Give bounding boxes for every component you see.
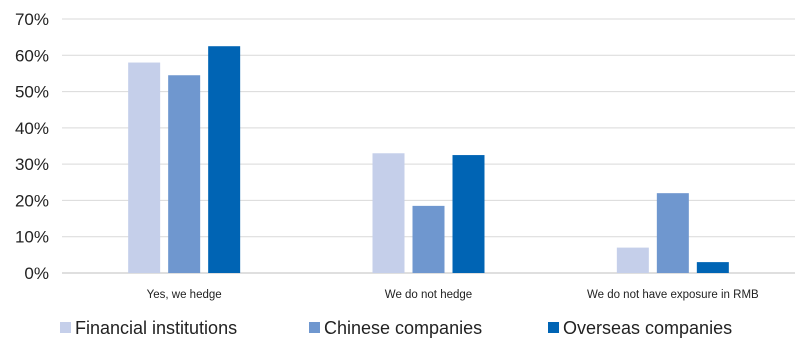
legend-label: Chinese companies xyxy=(324,318,482,338)
y-tick-label: 70% xyxy=(15,10,49,29)
legend-item: Financial institutions xyxy=(60,318,237,338)
y-tick-label: 20% xyxy=(15,191,49,210)
legend-item: Chinese companies xyxy=(309,318,482,338)
bar xyxy=(412,205,445,273)
legend-swatch xyxy=(60,322,71,333)
y-tick-label: 10% xyxy=(15,228,49,247)
x-axis: Yes, we hedge We do not hedge We do not ha… xyxy=(147,289,759,301)
x-tick-label: Yes, we hedge xyxy=(147,289,222,301)
y-tick-label: 30% xyxy=(15,155,49,174)
legend-label: Overseas companies xyxy=(563,318,732,338)
bar xyxy=(208,46,241,273)
y-tick-label: 50% xyxy=(15,83,49,102)
y-tick-label: 0% xyxy=(24,264,49,283)
bar xyxy=(168,75,201,273)
bar xyxy=(696,262,729,273)
x-tick-label: We do not hedge xyxy=(385,289,472,301)
bar xyxy=(128,62,161,273)
legend-label: Financial institutions xyxy=(75,318,237,338)
x-tick-label: We do not have exposure in RMB xyxy=(587,289,759,301)
bar xyxy=(616,247,649,273)
y-tick-label: 40% xyxy=(15,119,49,138)
legend-item: Overseas companies xyxy=(548,318,732,338)
bar xyxy=(372,153,405,273)
legend: Financial institutions Chinese companies O… xyxy=(60,318,732,338)
y-axis: 0% 10% 20% 30% 40% 50% 60% 70% xyxy=(15,10,49,283)
legend-swatch xyxy=(548,322,559,333)
legend-swatch xyxy=(309,322,320,333)
bars xyxy=(128,46,729,273)
bar xyxy=(452,155,485,273)
y-tick-label: 60% xyxy=(15,46,49,65)
bar xyxy=(656,193,689,273)
